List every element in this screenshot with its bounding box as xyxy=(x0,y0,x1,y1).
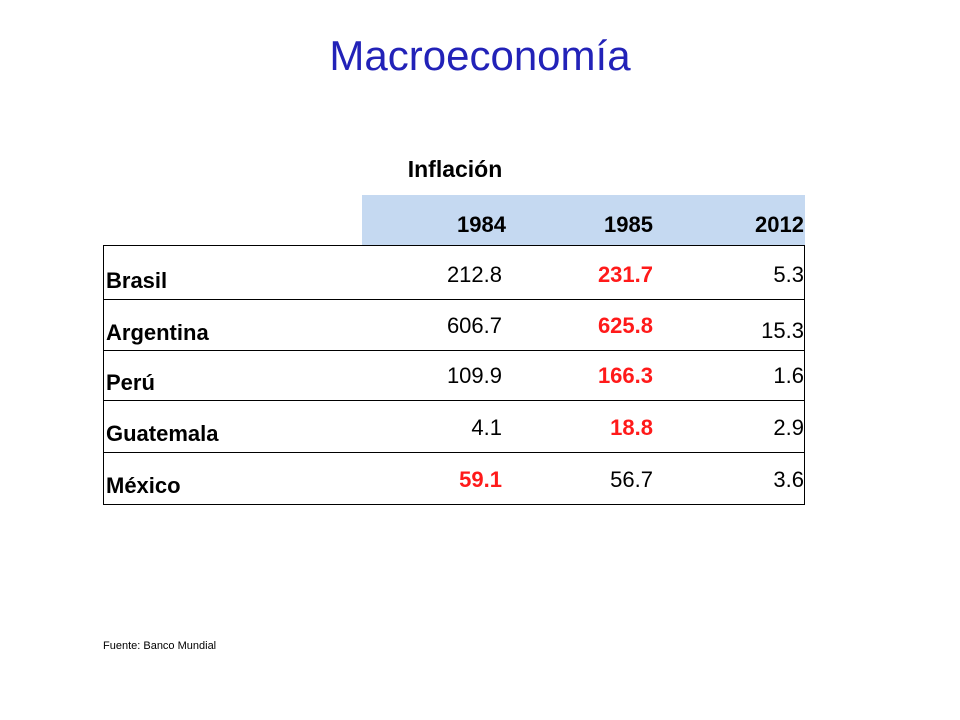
table-cell: 212.8 xyxy=(446,262,502,287)
inflation-table xyxy=(103,245,805,505)
table-cell: 56.7 xyxy=(610,467,653,492)
table-title: Inflación xyxy=(407,156,503,182)
country-label-guatemala: Guatemala xyxy=(106,421,219,446)
table-cell: 59.1 xyxy=(459,467,502,492)
row-divider xyxy=(103,350,805,351)
table-cell: 4.1 xyxy=(471,415,502,440)
country-label-brasil: Brasil xyxy=(106,268,168,293)
row-divider xyxy=(103,452,805,453)
table-cell: 15.3 xyxy=(761,318,804,343)
table-cell: 625.8 xyxy=(597,313,653,338)
table-cell: 606.7 xyxy=(446,313,502,338)
table-cell: 18.8 xyxy=(610,415,653,440)
row-divider xyxy=(103,400,805,401)
column-header-1985: 1985 xyxy=(604,212,653,237)
country-label-mexico: México xyxy=(106,473,181,498)
column-header-1984: 1984 xyxy=(457,212,506,237)
country-label-peru: Perú xyxy=(106,370,155,395)
row-divider xyxy=(103,299,805,300)
table-cell: 109.9 xyxy=(446,363,502,388)
column-header-2012: 2012 xyxy=(755,212,804,237)
slide-title: Macroeconomía xyxy=(329,32,631,79)
table-cell: 5.3 xyxy=(773,262,804,287)
table-cell: 231.7 xyxy=(597,262,653,287)
source-note: Fuente: Banco Mundial xyxy=(103,640,217,652)
table-cell: 1.6 xyxy=(773,363,804,388)
table-cell: 2.9 xyxy=(773,415,804,440)
country-label-argentina: Argentina xyxy=(106,320,209,345)
table-header-band xyxy=(362,195,805,245)
table-cell: 166.3 xyxy=(597,363,653,388)
table-cell: 3.6 xyxy=(773,467,804,492)
